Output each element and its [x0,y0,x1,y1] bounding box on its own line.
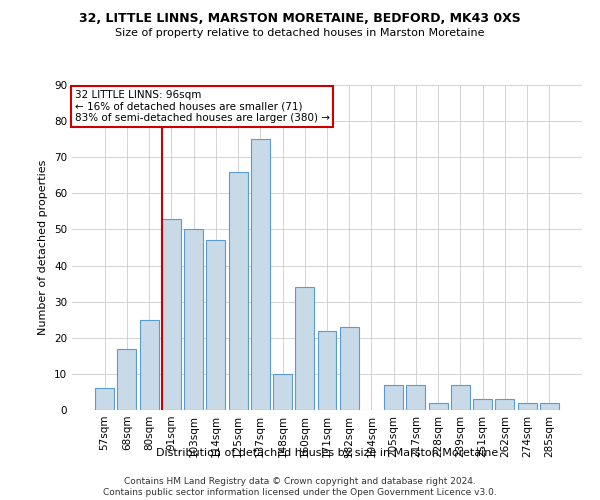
Bar [140,320,158,410]
Bar [162,218,181,410]
Bar [118,348,136,410]
Text: Contains HM Land Registry data © Crown copyright and database right 2024.: Contains HM Land Registry data © Crown c… [124,476,476,486]
Bar [229,172,248,410]
Text: Contains public sector information licensed under the Open Government Licence v3: Contains public sector information licen… [103,488,497,497]
Bar [340,327,359,410]
Bar [496,399,514,410]
Text: 32 LITTLE LINNS: 96sqm
← 16% of detached houses are smaller (71)
83% of semi-det: 32 LITTLE LINNS: 96sqm ← 16% of detached… [74,90,329,123]
Text: Size of property relative to detached houses in Marston Moretaine: Size of property relative to detached ho… [115,28,485,38]
Bar [95,388,114,410]
Text: Distribution of detached houses by size in Marston Moretaine: Distribution of detached houses by size … [156,448,498,458]
Bar [540,403,559,410]
Bar [317,330,337,410]
Bar [473,399,492,410]
Bar [429,403,448,410]
Text: 32, LITTLE LINNS, MARSTON MORETAINE, BEDFORD, MK43 0XS: 32, LITTLE LINNS, MARSTON MORETAINE, BED… [79,12,521,26]
Bar [406,384,425,410]
Bar [451,384,470,410]
Y-axis label: Number of detached properties: Number of detached properties [38,160,49,335]
Bar [384,384,403,410]
Bar [273,374,292,410]
Bar [251,139,270,410]
Bar [206,240,225,410]
Bar [295,287,314,410]
Bar [518,403,536,410]
Bar [184,230,203,410]
